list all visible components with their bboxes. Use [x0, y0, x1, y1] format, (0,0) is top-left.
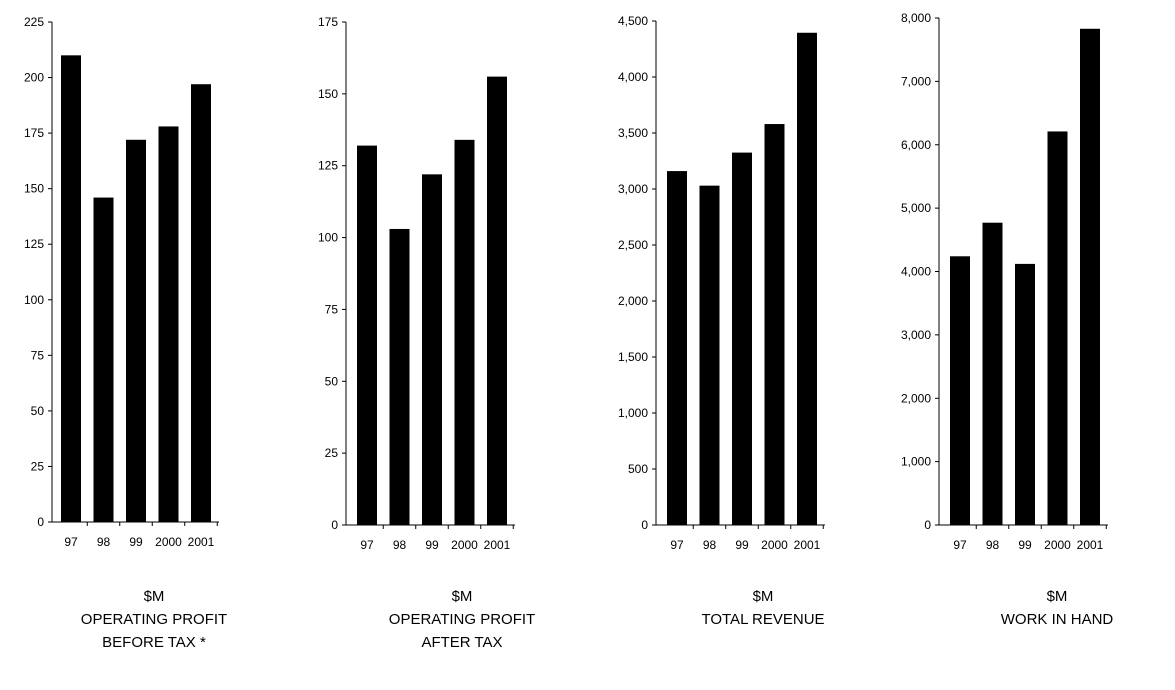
y-tick-label: 150: [318, 87, 338, 101]
x-tick-label: 2001: [794, 538, 821, 552]
bar-97: [950, 256, 970, 525]
y-tick-label: 4,000: [901, 265, 931, 279]
y-tick-label: 100: [318, 231, 338, 245]
x-tick-label: 2001: [1077, 538, 1104, 552]
y-tick-label: 175: [318, 15, 338, 29]
bar-97: [357, 145, 377, 525]
y-tick-label: 1,000: [618, 406, 648, 420]
bar-98: [699, 185, 720, 525]
x-tick-label: 2001: [188, 535, 215, 549]
chart-caption-line: $M: [452, 588, 473, 605]
x-tick-label: 99: [1018, 538, 1032, 552]
y-tick-label: 500: [628, 462, 648, 476]
bar-2001: [1080, 28, 1100, 526]
y-tick-label: 1,500: [618, 350, 648, 364]
y-tick-label: 150: [24, 182, 44, 196]
bar-98: [93, 197, 114, 523]
y-tick-label: 125: [318, 159, 338, 173]
x-tick-label: 99: [129, 535, 143, 549]
y-tick-label: 75: [31, 348, 45, 362]
y-tick-label: 4,000: [618, 70, 648, 84]
bar-99: [1015, 263, 1035, 525]
y-tick-label: 5,000: [901, 201, 931, 215]
chart-caption-line: TOTAL REVENUE: [701, 611, 824, 628]
chart-caption-line: $M: [1047, 588, 1068, 605]
y-tick-label: 0: [37, 515, 44, 529]
bar-2001: [191, 84, 211, 522]
bar-2000: [454, 139, 475, 526]
bar-98: [389, 228, 410, 525]
y-tick-label: 2,000: [618, 294, 648, 308]
chart-caption-line: AFTER TAX: [421, 634, 502, 651]
x-tick-label: 97: [670, 538, 684, 552]
y-tick-label: 8,000: [901, 11, 931, 25]
x-tick-label: 98: [703, 538, 717, 552]
y-tick-label: 3,000: [618, 182, 648, 196]
y-tick-label: 175: [24, 126, 44, 140]
x-tick-label: 2000: [1044, 538, 1071, 552]
bar-2001: [487, 76, 507, 526]
x-tick-label: 98: [393, 538, 407, 552]
bar-2000: [158, 126, 179, 522]
bar-99: [126, 139, 146, 522]
y-tick-label: 0: [331, 518, 338, 532]
y-tick-label: 50: [31, 404, 45, 418]
bar-2000: [764, 124, 785, 525]
chart-caption-line: WORK IN HAND: [1001, 611, 1114, 628]
x-tick-label: 99: [425, 538, 439, 552]
y-tick-label: 25: [325, 446, 339, 460]
y-tick-label: 125: [24, 237, 44, 251]
x-tick-label: 97: [64, 535, 78, 549]
y-tick-label: 25: [31, 459, 45, 473]
y-tick-label: 0: [641, 518, 648, 532]
x-tick-label: 2000: [155, 535, 182, 549]
x-tick-label: 97: [953, 538, 967, 552]
bar-2000: [1047, 131, 1068, 525]
chart-caption-line: $M: [144, 588, 165, 605]
y-tick-label: 1,000: [901, 455, 931, 469]
y-tick-label: 7,000: [901, 74, 931, 88]
bar-2001: [797, 32, 817, 525]
bar-97: [667, 171, 687, 525]
chart-panel-2: 0 25 50 75 100 125 150 175 97 98 99 2000 2001 $M OPERA…: [318, 15, 535, 651]
y-tick-label: 4,500: [618, 14, 648, 28]
chart-caption-line: OPERATING PROFIT: [81, 611, 227, 628]
y-tick-label: 2,500: [618, 238, 648, 252]
y-tick-label: 6,000: [901, 138, 931, 152]
bar-99: [422, 174, 442, 525]
x-tick-label: 99: [735, 538, 749, 552]
bar-98: [982, 222, 1003, 526]
y-tick-label: 75: [325, 302, 339, 316]
x-tick-label: 2000: [761, 538, 788, 552]
x-tick-label: 2000: [451, 538, 478, 552]
chart-panel-4: 0 1,000 2,000 3,000 4,000 5,000 6,000 7,000 8,00…: [901, 11, 1113, 628]
x-tick-label: 98: [986, 538, 1000, 552]
y-tick-label: 225: [24, 15, 44, 29]
chart-panel-1: 0 25 50 75 100 125 150 175 200 225 97 98 99 2000 2001 $…: [24, 15, 227, 651]
y-tick-label: 0: [924, 518, 931, 532]
y-tick-label: 50: [325, 374, 339, 388]
chart-caption-line: BEFORE TAX *: [102, 634, 206, 651]
y-tick-label: 3,500: [618, 126, 648, 140]
y-tick-label: 200: [24, 71, 44, 85]
bar-97: [61, 55, 81, 522]
y-tick-label: 3,000: [901, 328, 931, 342]
x-tick-label: 97: [360, 538, 374, 552]
x-tick-label: 98: [97, 535, 111, 549]
bar-99: [732, 152, 752, 525]
chart-panel-3: 0 500 1,000 1,500 2,000 2,500 3,000 3,500 4,000 4…: [618, 14, 825, 628]
chart-caption-line: $M: [753, 588, 774, 605]
y-tick-label: 2,000: [901, 391, 931, 405]
chart-caption-line: OPERATING PROFIT: [389, 611, 535, 628]
y-tick-label: 100: [24, 293, 44, 307]
x-tick-label: 2001: [484, 538, 511, 552]
